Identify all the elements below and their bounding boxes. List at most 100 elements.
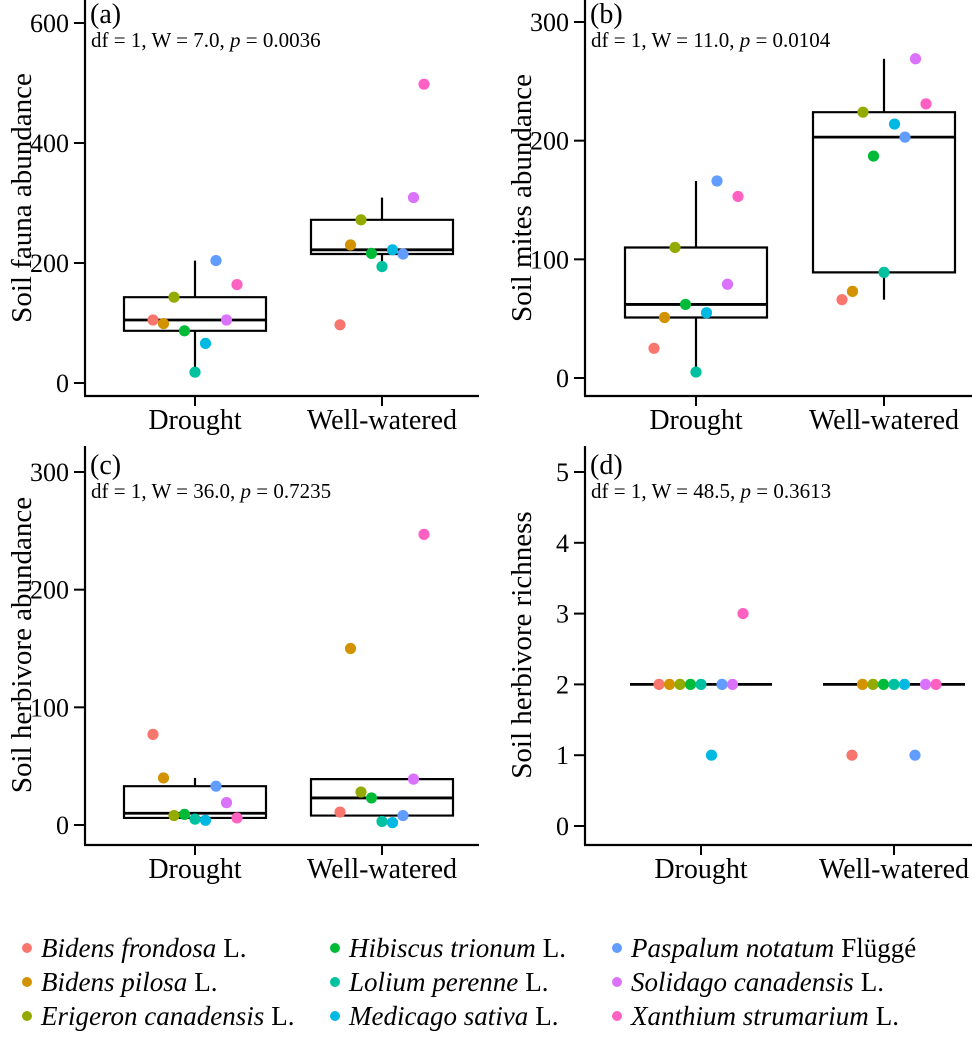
data-point-paspalum-notatum [716, 678, 728, 691]
data-point-bidens-frondosa [648, 342, 660, 354]
data-point-bidens-frondosa [653, 678, 665, 691]
y-tick-label: 200 [530, 127, 569, 156]
data-point-erigeron-canadensis [355, 214, 367, 226]
legend-authority: L. [271, 1000, 295, 1031]
data-point-hibiscus-trionum [365, 792, 378, 804]
data-point-lolium-perenne [189, 813, 201, 825]
data-point-erigeron-canadensis [674, 678, 686, 691]
y-axis-title: Soil fauna abundance [6, 73, 38, 323]
data-point-bidens-pilosa [663, 678, 676, 691]
legend-species-name: Hibiscus trionum [349, 932, 536, 963]
y-tick-label: 300 [530, 8, 569, 37]
box-drought [122, 296, 268, 332]
legend-item: Bidens pilosa L. [22, 965, 294, 999]
legend-dot-icon [612, 943, 622, 953]
y-tick-label: 0 [56, 811, 69, 840]
y-tick-label: 0 [556, 812, 569, 841]
y-axis-title: Soil herbivore abundance [6, 497, 38, 793]
legend-dot-icon [612, 977, 622, 987]
legend-authority: L. [542, 932, 567, 963]
y-axis-title: Soil herbivore richness [506, 511, 538, 778]
legend-species-name: Solidago canadensis [631, 966, 854, 997]
data-point-bidens-frondosa [147, 314, 159, 326]
data-point-xanthium-strumarium [930, 678, 942, 691]
legend-dot-icon [22, 1011, 32, 1021]
data-point-lolium-perenne [888, 678, 900, 691]
x-category-label: Well-watered [307, 854, 457, 885]
data-point-lolium-perenne [376, 815, 388, 828]
data-point-xanthium-strumarium [920, 98, 932, 110]
legend-item: Erigeron canadensis L. [22, 999, 294, 1033]
data-point-bidens-frondosa [147, 728, 159, 740]
data-point-paspalum-notatum [210, 780, 222, 792]
legend-authority: Flüggé [841, 932, 917, 963]
data-point-medicago-sativa [199, 337, 212, 349]
data-point-medicago-sativa [199, 814, 212, 826]
data-point-erigeron-canadensis [168, 291, 180, 303]
data-point-hibiscus-trionum [178, 808, 191, 821]
x-category-label: Drought [649, 405, 743, 436]
legend-item: Solidago canadensis L. [612, 965, 916, 999]
data-point-paspalum-notatum [909, 749, 921, 761]
y-tick-label: 0 [56, 369, 69, 398]
legend-item: Medicago sativa L. [330, 999, 566, 1033]
panel-b: 0 100 200 300 Drought Well-watered Soil mites … [506, 0, 972, 436]
y-tick-label: 0 [556, 364, 569, 393]
data-point-bidens-pilosa [846, 285, 859, 297]
panel-label: (a) [90, 0, 121, 30]
data-point-bidens-pilosa [344, 239, 357, 251]
stats-annotation: df = 1, W = 11.0, p = 0.0104 [591, 28, 831, 52]
y-tick-label: 200 [30, 249, 69, 278]
legend-dot-icon [22, 943, 32, 953]
data-point-lolium-perenne [376, 261, 388, 273]
panel-label: (d) [590, 450, 623, 481]
data-point-paspalum-notatum [711, 175, 723, 187]
x-category-label: Well-watered [809, 405, 959, 436]
data-point-bidens-frondosa [846, 749, 858, 761]
data-point-bidens-pilosa [157, 318, 170, 330]
data-point-lolium-perenne [878, 266, 890, 278]
box-well-watered [811, 111, 957, 274]
data-point-erigeron-canadensis [669, 241, 681, 254]
stats-annotation: df = 1, W = 7.0, p = 0.0036 [91, 28, 321, 52]
data-point-erigeron-canadensis [355, 786, 367, 798]
y-tick-label: 1 [556, 741, 569, 770]
legend-column-1: Bidens frondosa L. Bidens pilosa L. Erigeron… [22, 931, 294, 1033]
panel-label: (b) [590, 0, 623, 30]
x-category-label: Drought [654, 854, 748, 885]
y-tick-label: 300 [30, 458, 69, 487]
y-tick-label: 3 [556, 600, 569, 629]
legend-authority: L. [860, 966, 884, 997]
data-point-hibiscus-trionum [877, 678, 890, 691]
species-legend: Bidens frondosa L. Bidens pilosa L. Erigeron… [0, 931, 972, 1039]
legend-item: Hibiscus trionum L. [330, 931, 566, 965]
data-point-solidago-canadensis [721, 278, 734, 290]
y-tick-label: 200 [30, 576, 69, 605]
data-point-solidago-canadensis [407, 773, 420, 785]
data-point-lolium-perenne [690, 366, 702, 378]
data-point-medicago-sativa [898, 678, 911, 691]
y-tick-label: 4 [556, 529, 569, 558]
data-point-solidago-canadensis [919, 678, 932, 691]
data-point-erigeron-canadensis [857, 106, 869, 118]
data-point-hibiscus-trionum [679, 298, 692, 311]
legend-authority: L. [535, 1000, 559, 1031]
legend-authority: L. [875, 1000, 900, 1031]
y-tick-label: 100 [30, 693, 69, 722]
data-point-hibiscus-trionum [867, 150, 880, 162]
box-drought [623, 246, 769, 319]
legend-dot-icon [330, 977, 340, 987]
data-point-medicago-sativa [386, 817, 399, 829]
panel-c: 0 100 200 300 Drought Well-watered Soil herbiv… [6, 446, 479, 885]
legend-dot-icon [22, 977, 32, 987]
legend-dot-icon [612, 1011, 622, 1021]
data-point-medicago-sativa [700, 307, 713, 319]
legend-item: Xanthium strumarium L. [612, 999, 916, 1033]
data-point-erigeron-canadensis [867, 678, 879, 691]
data-point-xanthium-strumarium [418, 528, 430, 540]
data-point-xanthium-strumarium [737, 608, 749, 620]
data-point-bidens-pilosa [658, 311, 671, 324]
data-point-bidens-pilosa [856, 678, 869, 691]
